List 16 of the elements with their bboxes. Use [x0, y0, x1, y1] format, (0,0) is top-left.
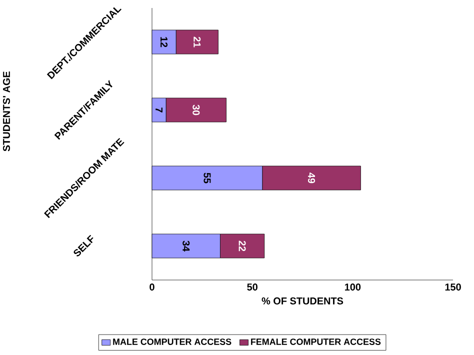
data-label: 49 — [308, 172, 316, 184]
data-label: 34 — [182, 240, 190, 252]
legend-label: MALE COMPUTER ACCESS — [113, 338, 232, 345]
data-label: 7 — [156, 108, 162, 112]
x-axis-title: % OF STUDENTS — [262, 297, 344, 304]
x-tick-label: 0 — [150, 284, 154, 291]
y-axis-title: STUDENTS' AGE — [2, 72, 10, 152]
x-tick-label: 150 — [445, 284, 461, 291]
data-label: 21 — [194, 36, 201, 48]
x-tick-label: 100 — [344, 284, 361, 291]
data-label: 12 — [160, 37, 168, 48]
x-tick-label: 50 — [247, 284, 258, 291]
data-label: 55 — [204, 172, 211, 184]
data-label: 30 — [192, 104, 200, 116]
data-label: 22 — [238, 240, 246, 252]
legend-label: FEMALE COMPUTER ACCESS — [251, 338, 381, 345]
